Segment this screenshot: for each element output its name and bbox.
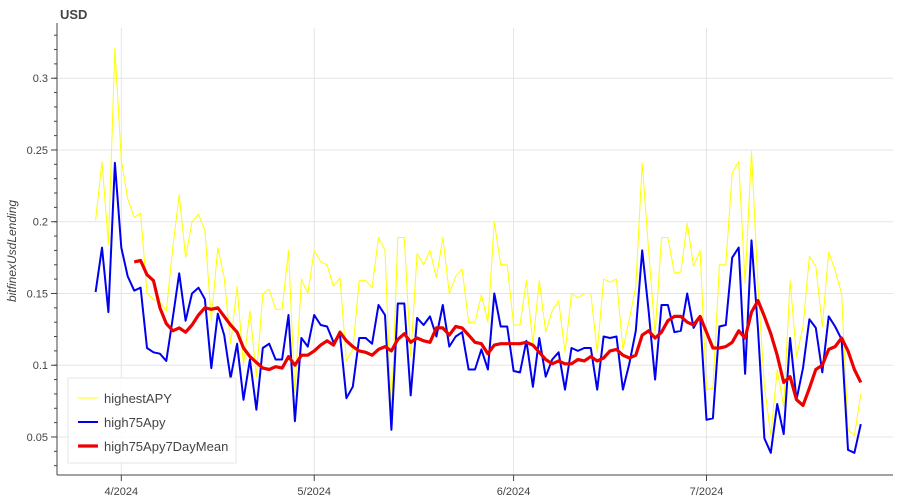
y-tick-label: 0.2 — [33, 217, 48, 229]
legend-label-high75Apy: high75Apy — [104, 415, 166, 430]
y-tick-label: 0.05 — [27, 432, 48, 444]
y-axis-label: bitfinexUsdLending — [5, 200, 19, 302]
chart-title: USD — [60, 7, 87, 22]
y-tick-label: 0.15 — [27, 288, 48, 300]
y-tick-label: 0.3 — [33, 73, 48, 85]
series-line-highestAPY — [95, 47, 862, 436]
x-tick-label: 6/2024 — [497, 486, 531, 498]
legend-label-highestAPY: highestAPY — [104, 391, 172, 406]
legend-label-high75Apy7DayMean: high75Apy7DayMean — [104, 439, 228, 454]
series-lines — [94, 47, 863, 454]
y-tick-label: 0.25 — [27, 145, 48, 157]
x-tick-label: 7/2024 — [690, 486, 724, 498]
legend: highestAPY high75Apy high75Apy7DayMean — [67, 377, 237, 464]
legend-box — [67, 377, 237, 464]
axes: 0.05 0.1 0.15 0.2 0.25 0.3 4/2024 5/2024 6/2024 7… — [27, 23, 893, 498]
x-tick-label: 4/2024 — [104, 486, 138, 498]
series-line-high75Apy — [94, 161, 862, 454]
y-tick-label: 0.1 — [33, 360, 48, 372]
series-line-high75Apy7DayMean — [133, 258, 863, 407]
x-tick-label: 5/2024 — [297, 486, 331, 498]
grid — [57, 28, 893, 475]
